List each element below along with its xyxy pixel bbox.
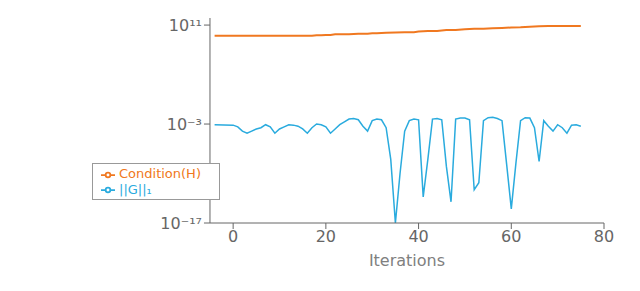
svg-text:0: 0: [228, 227, 238, 246]
svg-text:10⁻¹⁷: 10⁻¹⁷: [160, 214, 202, 233]
svg-text:Iterations: Iterations: [369, 251, 445, 270]
svg-text:10¹¹: 10¹¹: [169, 16, 202, 35]
html-text:Condition(H): Condition(H): [119, 166, 201, 181]
svg-text:80: 80: [594, 227, 614, 246]
svg-text:20: 20: [316, 227, 336, 246]
svg-text:10⁻³: 10⁻³: [167, 115, 202, 134]
svg-text:60: 60: [501, 227, 521, 246]
svg-text:40: 40: [408, 227, 428, 246]
html-text:||G||₁: ||G||₁: [119, 181, 152, 197]
